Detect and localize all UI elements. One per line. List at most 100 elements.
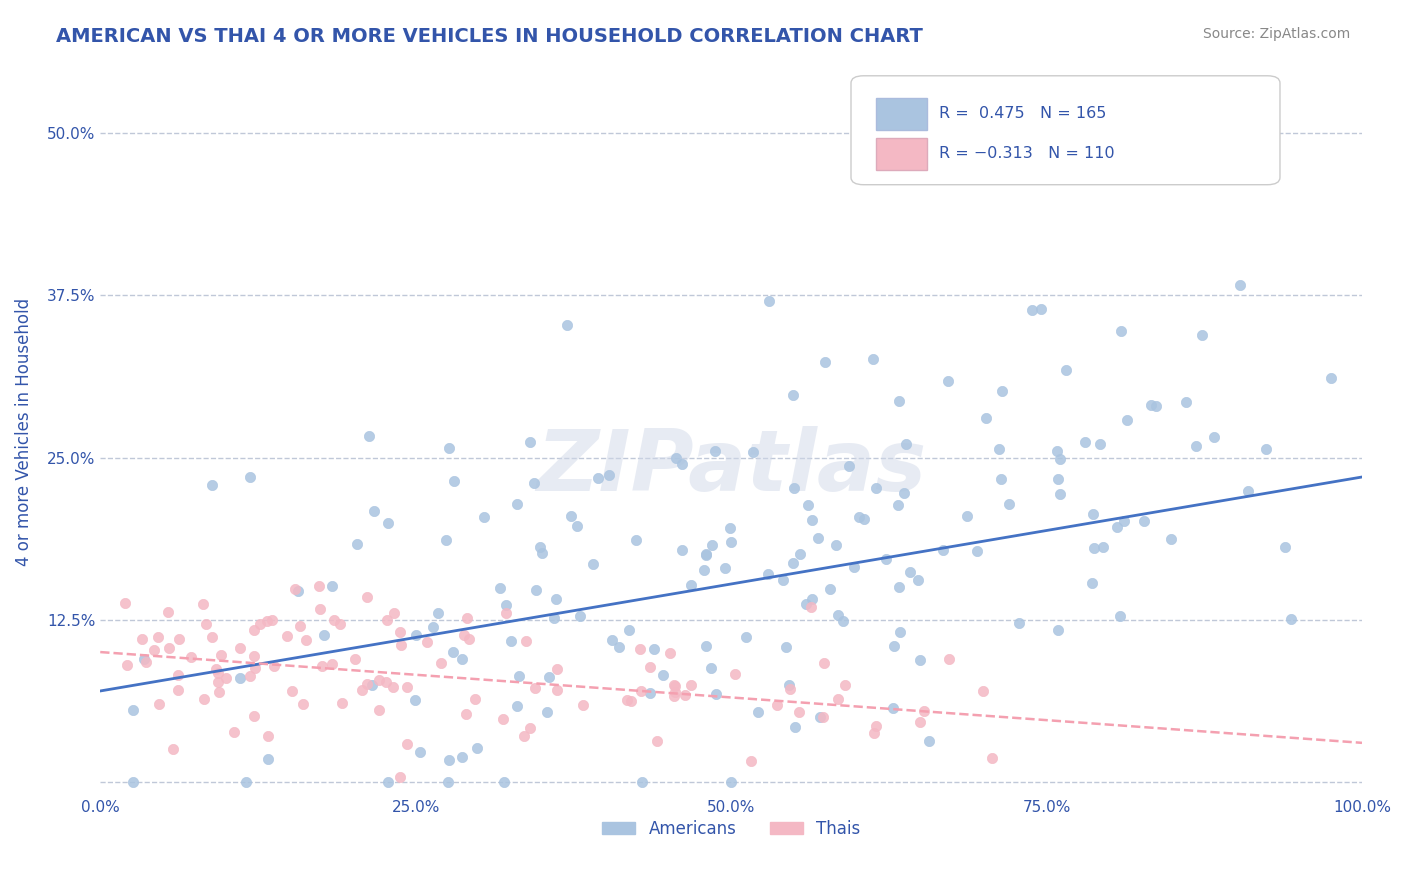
Point [908,653,931,667]
Point [256,752,278,766]
Point [910,715,932,730]
Point [807,531,830,545]
Point [825,538,848,552]
Bar [876,97,927,130]
Point [974,411,997,425]
Point [441,645,464,659]
Point [778,678,800,692]
Point [453,628,475,642]
Point [912,704,935,718]
Point [363,503,385,517]
Point [972,684,994,698]
Point [782,387,804,401]
Point [536,706,558,720]
Point [1107,520,1129,534]
Point [437,442,460,456]
Point [427,606,450,620]
Point [766,698,789,713]
Point [162,742,184,756]
Point [443,474,465,488]
Point [883,640,905,654]
Point [437,774,460,789]
Point [222,724,245,739]
Point [785,720,807,734]
Point [546,683,568,698]
Point [907,573,929,587]
Point [524,582,547,597]
Point [201,477,224,491]
Point [758,293,780,308]
Point [1049,487,1071,501]
Point [157,605,180,619]
Point [344,651,367,665]
Point [405,627,427,641]
Point [193,692,215,706]
Point [506,698,529,713]
Point [148,698,170,712]
Point [243,661,266,675]
Point [875,552,897,566]
Point [889,624,911,639]
Point [740,754,762,768]
Point [314,627,336,641]
Point [396,680,419,694]
Point [1046,472,1069,486]
Point [1236,483,1258,498]
Point [288,619,311,633]
Point [368,673,391,687]
Bar [876,137,927,170]
Point [207,685,229,699]
Point [664,679,686,693]
Point [122,703,145,717]
Point [572,698,595,712]
Point [652,668,675,682]
Point [260,613,283,627]
Point [495,606,517,620]
Point [681,578,703,592]
Point [1160,533,1182,547]
Point [1204,430,1226,444]
Point [882,701,904,715]
Point [1049,452,1071,467]
Point [832,614,855,628]
Point [1229,278,1251,293]
Point [704,687,727,701]
Point [377,613,399,627]
Point [966,543,988,558]
Point [346,537,368,551]
Point [157,640,180,655]
Point [742,445,765,459]
Point [918,733,941,747]
Point [662,690,685,704]
Point [450,652,472,666]
Point [783,481,806,495]
Point [1054,363,1077,377]
Point [638,660,661,674]
Point [811,710,834,724]
Point [1144,399,1167,413]
Point [404,693,426,707]
Point [630,774,652,789]
Point [704,443,727,458]
Point [827,607,849,622]
Point [529,540,551,554]
Point [820,582,842,596]
Text: ZIPatlas: ZIPatlas [536,426,927,509]
Point [889,580,911,594]
Point [117,657,139,672]
Point [1021,303,1043,318]
Text: Source: ZipAtlas.com: Source: ZipAtlas.com [1202,27,1350,41]
Point [1081,507,1104,521]
Point [456,610,478,624]
Point [898,566,921,580]
Point [1090,437,1112,451]
Point [499,633,522,648]
Point [936,374,959,388]
Point [679,678,702,692]
Point [1029,302,1052,317]
Point [724,667,747,681]
Point [454,706,477,721]
Point [166,668,188,682]
Point [700,538,723,552]
Point [382,606,405,620]
